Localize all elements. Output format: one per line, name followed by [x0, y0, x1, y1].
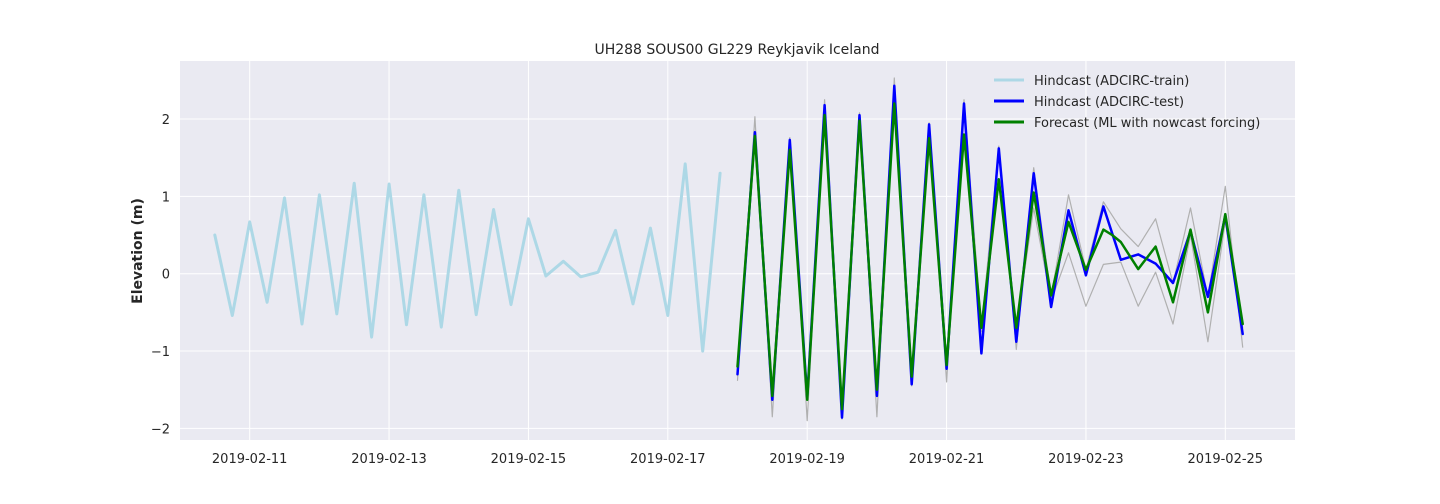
y-tick-label: 2 — [162, 113, 170, 128]
x-tick-label: 2019-02-25 — [1188, 452, 1264, 467]
y-axis-label: Elevation (m) — [130, 198, 146, 304]
x-tick-label: 2019-02-11 — [212, 452, 288, 467]
y-tick-label: −2 — [151, 422, 170, 437]
x-tick-label: 2019-02-19 — [769, 452, 845, 467]
series-line-2 — [736, 102, 1244, 411]
series-line-0 — [213, 162, 722, 353]
y-axis-ticks: −2 −1 0 1 2 — [151, 113, 170, 437]
x-tick-label: 2019-02-15 — [491, 452, 567, 467]
legend: Hindcast (ADCIRC-train) Hindcast (ADCIRC-… — [994, 74, 1260, 131]
series-layer — [213, 77, 1244, 422]
y-tick-label: 0 — [162, 268, 170, 283]
legend-label-1: Hindcast (ADCIRC-test) — [1034, 95, 1184, 110]
x-axis-ticks: 2019-02-11 2019-02-13 2019-02-15 2019-02-17… — [212, 452, 1263, 467]
y-tick-label: −1 — [151, 345, 170, 360]
chart-title: UH288 SOUS00 GL229 Reykjavik Iceland — [594, 42, 879, 58]
x-tick-label: 2019-02-21 — [909, 452, 985, 467]
x-tick-label: 2019-02-13 — [351, 452, 427, 467]
legend-label-0: Hindcast (ADCIRC-train) — [1034, 74, 1189, 89]
y-tick-label: 1 — [162, 190, 170, 205]
x-tick-label: 2019-02-23 — [1048, 452, 1124, 467]
x-tick-label: 2019-02-17 — [630, 452, 706, 467]
legend-label-2: Forecast (ML with nowcast forcing) — [1034, 116, 1260, 131]
